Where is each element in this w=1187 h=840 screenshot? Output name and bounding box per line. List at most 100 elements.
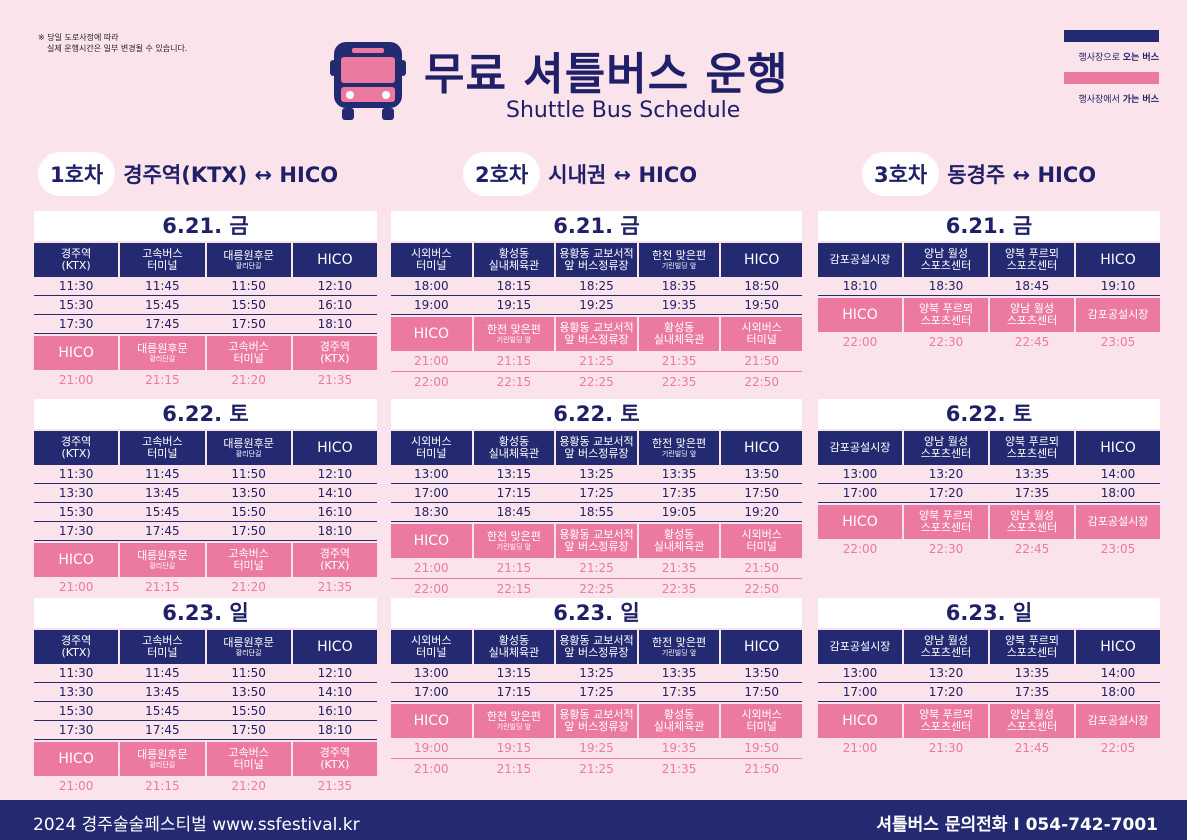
- schedule-date: 6.22. 토: [818, 399, 1160, 429]
- stop-header: 시외버스 터미널: [721, 524, 802, 558]
- departure-time: 21:00: [414, 762, 449, 776]
- stop-detail: 스포츠센터: [1006, 646, 1058, 659]
- day-schedule: 6.21. 금 감포공설시장 양남 월성 스포츠센터 양북 푸르뫼 스포츠센터 HICO 18…: [818, 211, 1160, 353]
- departure-time: 21:45: [1014, 741, 1050, 755]
- stop-name: 양남 월성: [924, 634, 968, 647]
- departure-time: 17:15: [496, 685, 532, 699]
- stop-header: 용황동 교보서적 앞 버스정류장: [556, 431, 637, 465]
- departure-time: 21:15: [496, 354, 532, 368]
- stop-name: 경주역: [319, 547, 351, 560]
- stop-name: HICO: [413, 713, 450, 729]
- outbound-stops: 감포공설시장 양남 월성 스포츠센터 양북 푸르뫼 스포츠센터 HICO: [818, 630, 1160, 664]
- stop-name: 대릉원후문: [223, 248, 274, 262]
- stop-name: 경주역: [319, 340, 351, 353]
- departure-time: 21:20: [231, 580, 266, 594]
- stop-header: 용황동 교보서적 앞 버스정류장: [556, 704, 637, 738]
- departure-time: 17:00: [414, 685, 449, 699]
- stop-name: HICO: [743, 440, 780, 456]
- stop-name: 한전 맞은편: [652, 436, 707, 450]
- stop-header: 양북 푸르뫼 스포츠센터: [990, 630, 1074, 664]
- stop-note: 기린빌딩 앞: [661, 648, 697, 657]
- legend-from-bold: 가는 버스: [1122, 95, 1159, 105]
- stop-header: 시외버스 터미널: [721, 704, 802, 738]
- departure-time: 17:50: [231, 723, 266, 737]
- stop-name: 대릉원후문: [137, 548, 188, 562]
- stop-header: 감포공설시장: [1076, 704, 1160, 738]
- stop-header: HICO: [721, 630, 802, 664]
- departure-time: 13:20: [928, 666, 964, 680]
- departure-time: 11:50: [231, 467, 266, 481]
- departure-time: 13:35: [1014, 666, 1050, 680]
- stop-header: 한전 맞은편 기린빌딩 앞: [638, 243, 720, 277]
- day-schedule: 6.21. 금 경주역 (KTX) 고속버스 터미널 대릉원후문 황리단길 HICO 11:30…: [34, 211, 377, 391]
- departure-time: 21:25: [579, 354, 614, 368]
- departure-time: 22:35: [661, 375, 697, 389]
- return-time-row: 21:00 21:15 21:25 21:35 21:50: [391, 759, 802, 780]
- stop-name: 시외버스: [741, 528, 782, 541]
- departure-time: 21:25: [579, 561, 614, 575]
- stop-header: 황성동 실내체육관: [638, 317, 720, 351]
- stop-name: 대릉원후문: [137, 341, 188, 355]
- departure-time: 19:20: [744, 505, 779, 519]
- departure-time: 19:25: [579, 298, 614, 312]
- departure-time: 21:15: [496, 762, 532, 776]
- departure-time: 21:00: [414, 354, 449, 368]
- stop-name: 양북 푸르뫼: [918, 302, 974, 315]
- stop-detail: 실내체육관: [653, 720, 705, 733]
- schedule-date: 6.21. 금: [818, 211, 1160, 241]
- outbound-time-row: 15:30 15:45 15:50 16:10: [34, 702, 377, 721]
- stop-header: 경주역 (KTX): [292, 742, 377, 776]
- departure-time: 21:35: [661, 762, 697, 776]
- stop-name: 황성동: [498, 634, 530, 647]
- departure-time: 18:55: [579, 505, 614, 519]
- stop-name: 감포공설시장: [1087, 714, 1149, 727]
- stop-name: 감포공설시장: [1087, 308, 1149, 321]
- day-schedule: 6.22. 토 시외버스 터미널 황성동 실내체육관 용황동 교보서적 앞 버스정류장 한전 …: [391, 399, 802, 600]
- departure-time: 22:30: [928, 542, 964, 556]
- stop-header: HICO: [292, 431, 377, 465]
- departure-time: 14:10: [317, 685, 353, 699]
- departure-time: 13:30: [58, 486, 94, 500]
- stop-note: 황리단길: [149, 561, 176, 570]
- stop-name: 황성동: [663, 708, 695, 721]
- departure-time: 17:35: [1014, 685, 1050, 699]
- schedule-date: 6.21. 금: [391, 211, 802, 241]
- stop-detail: (KTX): [61, 646, 91, 659]
- stop-name: 양북 푸르뫼: [1004, 634, 1060, 647]
- legend-from-label: 행사장에서: [1078, 95, 1123, 105]
- stop-name: 대릉원후문: [223, 635, 274, 649]
- stop-header: 한전 맞은편 기린빌딩 앞: [473, 317, 555, 351]
- departure-time: 12:10: [317, 666, 353, 680]
- stop-detail: 터미널: [147, 447, 178, 460]
- stop-detail: 스포츠센터: [920, 314, 972, 327]
- stop-header: 양북 푸르뫼 스포츠센터: [904, 505, 988, 539]
- return-time-row: 22:00 22:15 22:25 22:35 22:50: [391, 579, 802, 600]
- stop-name: HICO: [58, 345, 94, 361]
- departure-time: 17:30: [58, 524, 94, 538]
- departure-time: 22:25: [579, 582, 614, 596]
- departure-time: 18:00: [1100, 486, 1136, 500]
- departure-time: 18:10: [317, 524, 353, 538]
- departure-time: 21:50: [744, 561, 779, 575]
- departure-time: 18:10: [317, 317, 353, 331]
- departure-time: 13:35: [661, 467, 697, 481]
- stop-name: 양남 월성: [1010, 509, 1054, 522]
- departure-time: 21:35: [661, 354, 697, 368]
- stop-header: HICO: [34, 742, 119, 776]
- stop-name: 황성동: [498, 247, 530, 260]
- route-header-1: 1호차 경주역(KTX) ↔ HICO: [38, 152, 338, 196]
- departure-time: 13:00: [414, 467, 449, 481]
- departure-time: 16:10: [317, 505, 353, 519]
- stop-header: HICO: [292, 630, 377, 664]
- departure-time: 15:50: [231, 505, 266, 519]
- stop-header: HICO: [1076, 630, 1160, 664]
- footer-festival: 2024 경주술술페스티벌 www.ssfestival.kr: [33, 815, 360, 835]
- route-header-2: 2호차 시내권 ↔ HICO: [463, 152, 697, 196]
- stop-name: 고속버스: [142, 435, 183, 448]
- departure-time: 23:05: [1100, 335, 1136, 349]
- stop-detail: 스포츠센터: [1006, 521, 1058, 534]
- departure-time: 14:10: [317, 486, 353, 500]
- departure-time: 21:20: [231, 373, 266, 387]
- return-stops: HICO 양북 푸르뫼 스포츠센터 양남 월성 스포츠센터 감포공설시장: [818, 298, 1160, 332]
- stop-header: 고속버스 터미널: [120, 431, 205, 465]
